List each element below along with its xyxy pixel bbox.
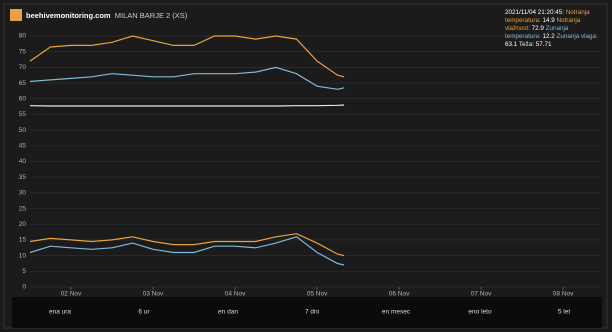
- legend-value: 63.1: [505, 41, 518, 48]
- range-button[interactable]: en dan: [218, 309, 238, 316]
- x-tick-label: 05 Nov: [307, 291, 328, 298]
- y-tick-label: 5: [22, 268, 26, 275]
- series-line: [29, 233, 345, 257]
- series-line: [29, 35, 345, 78]
- legend-label: Notranja vlažnost:: [505, 17, 581, 32]
- y-tick-label: 30: [19, 190, 27, 197]
- y-tick-label: 25: [19, 205, 27, 212]
- y-tick-label: 50: [19, 127, 27, 134]
- legend-label: Zunanja temperatura:: [505, 25, 569, 40]
- range-button[interactable]: 6 ur: [138, 309, 150, 316]
- range-button[interactable]: 7 dni: [305, 309, 319, 316]
- y-tick-label: 75: [19, 48, 27, 55]
- y-tick-label: 0: [22, 284, 26, 291]
- range-button[interactable]: eno leto: [468, 309, 492, 316]
- y-tick-label: 40: [19, 158, 27, 165]
- y-tick-label: 70: [19, 64, 27, 71]
- range-button[interactable]: en mesec: [382, 309, 411, 316]
- x-tick-label: 06 Nov: [389, 291, 410, 298]
- x-tick-label: 04 Nov: [225, 291, 246, 298]
- legend-label: Zunanja vlaga:: [556, 33, 598, 40]
- y-tick-label: 65: [19, 80, 27, 87]
- y-tick-label: 10: [19, 252, 27, 259]
- x-tick-label: 02 Nov: [61, 291, 82, 298]
- legend-label: Teža:: [518, 41, 534, 48]
- x-tick-label: 08 Nov: [553, 291, 574, 298]
- logo: [10, 9, 22, 21]
- y-tick-label: 45: [19, 143, 27, 150]
- site-name: beehivemonitoring.com: [26, 10, 111, 20]
- tooltip-time: 2021/11/04 21:20:45:: [505, 9, 565, 16]
- x-tick-label: 07 Nov: [471, 291, 492, 298]
- legend-value: 12.2: [542, 33, 555, 40]
- hive-name: MILAN BARJE 2 (XS): [114, 10, 188, 20]
- legend-value: 14.9: [542, 17, 555, 24]
- series-line: [29, 66, 345, 90]
- y-tick-label: 20: [19, 221, 27, 228]
- y-tick-label: 60: [19, 95, 27, 102]
- legend-value: 72.9: [531, 25, 544, 32]
- legend-label: Notranja temperatura:: [505, 9, 590, 24]
- y-tick-label: 35: [19, 174, 27, 181]
- x-tick-label: 03 Nov: [143, 291, 164, 298]
- legend-value: 57.71: [535, 41, 552, 48]
- button-bar: [12, 297, 602, 328]
- series-line: [29, 236, 345, 266]
- tooltip: 2021/11/04 21:20:45: Notranja temperatur…: [505, 9, 605, 49]
- range-button[interactable]: 5 let: [558, 309, 570, 316]
- frame: [3, 3, 608, 329]
- y-tick-label: 80: [19, 33, 27, 40]
- y-tick-label: 55: [19, 111, 27, 118]
- series-line: [29, 104, 345, 107]
- range-button[interactable]: ena ura: [49, 309, 71, 316]
- header: beehivemonitoring.com MILAN BARJE 2 (XS): [10, 9, 187, 21]
- y-tick-label: 15: [19, 237, 27, 244]
